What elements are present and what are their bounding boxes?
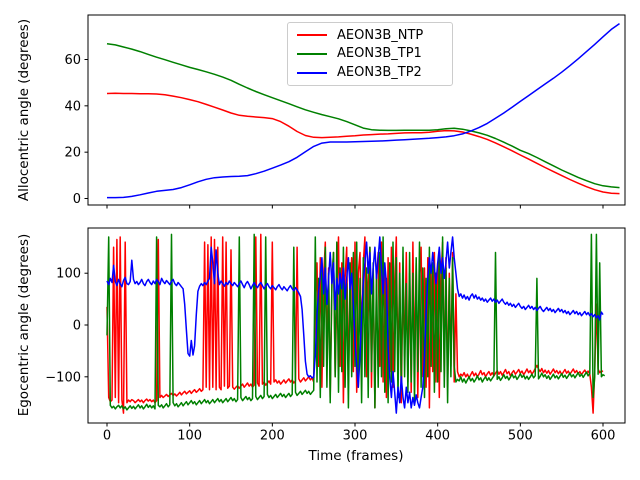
series-line-AEON3B_NTP	[106, 92, 620, 195]
x-tick-label: 200	[260, 429, 285, 444]
legend-entry-tp1: AEON3B_TP1	[297, 45, 443, 63]
series-line-AEON3B_TP2	[106, 236, 604, 414]
y-tick-label: 100	[56, 267, 81, 282]
legend-entry-tp2: AEON3B_TP2	[297, 64, 443, 82]
y-tick-label: 0	[73, 319, 81, 334]
legend: AEON3B_NTP AEON3B_TP1 AEON3B_TP2	[287, 22, 453, 86]
x-tick-label: 500	[508, 429, 533, 444]
series-line-AEON3B_TP2	[107, 22, 620, 199]
legend-label-tp2: AEON3B_TP2	[337, 65, 422, 81]
legend-entry-ntp: AEON3B_NTP	[297, 26, 443, 44]
y-tick-label: 40	[64, 99, 81, 114]
axes-frame	[87, 14, 626, 206]
y-tick-label: −100	[45, 370, 81, 385]
y-tick-label: 0	[73, 192, 81, 207]
y-tick-label: 20	[64, 146, 81, 161]
legend-line-sample-green	[297, 52, 327, 55]
legend-label-tp1: AEON3B_TP1	[337, 46, 422, 62]
top-y-axis-label: Allocentric angle (degrees)	[16, 18, 32, 202]
x-tick-label: 0	[103, 429, 111, 444]
legend-line-sample-red	[297, 34, 327, 37]
series-line-AEON3B_TP1	[106, 42, 620, 189]
x-axis-label: Time (frames)	[308, 448, 404, 464]
legend-label-ntp: AEON3B_NTP	[337, 27, 424, 43]
x-tick-label: 400	[425, 429, 450, 444]
series-line-AEON3B_TP1	[106, 233, 606, 411]
x-tick-label: 600	[591, 429, 616, 444]
bottom-y-axis-label: Egocentric angle (degrees)	[16, 233, 32, 417]
y-tick-label: 60	[64, 53, 81, 68]
legend-line-sample-blue	[297, 71, 327, 74]
x-tick-label: 300	[343, 429, 368, 444]
x-tick-label: 100	[177, 429, 202, 444]
